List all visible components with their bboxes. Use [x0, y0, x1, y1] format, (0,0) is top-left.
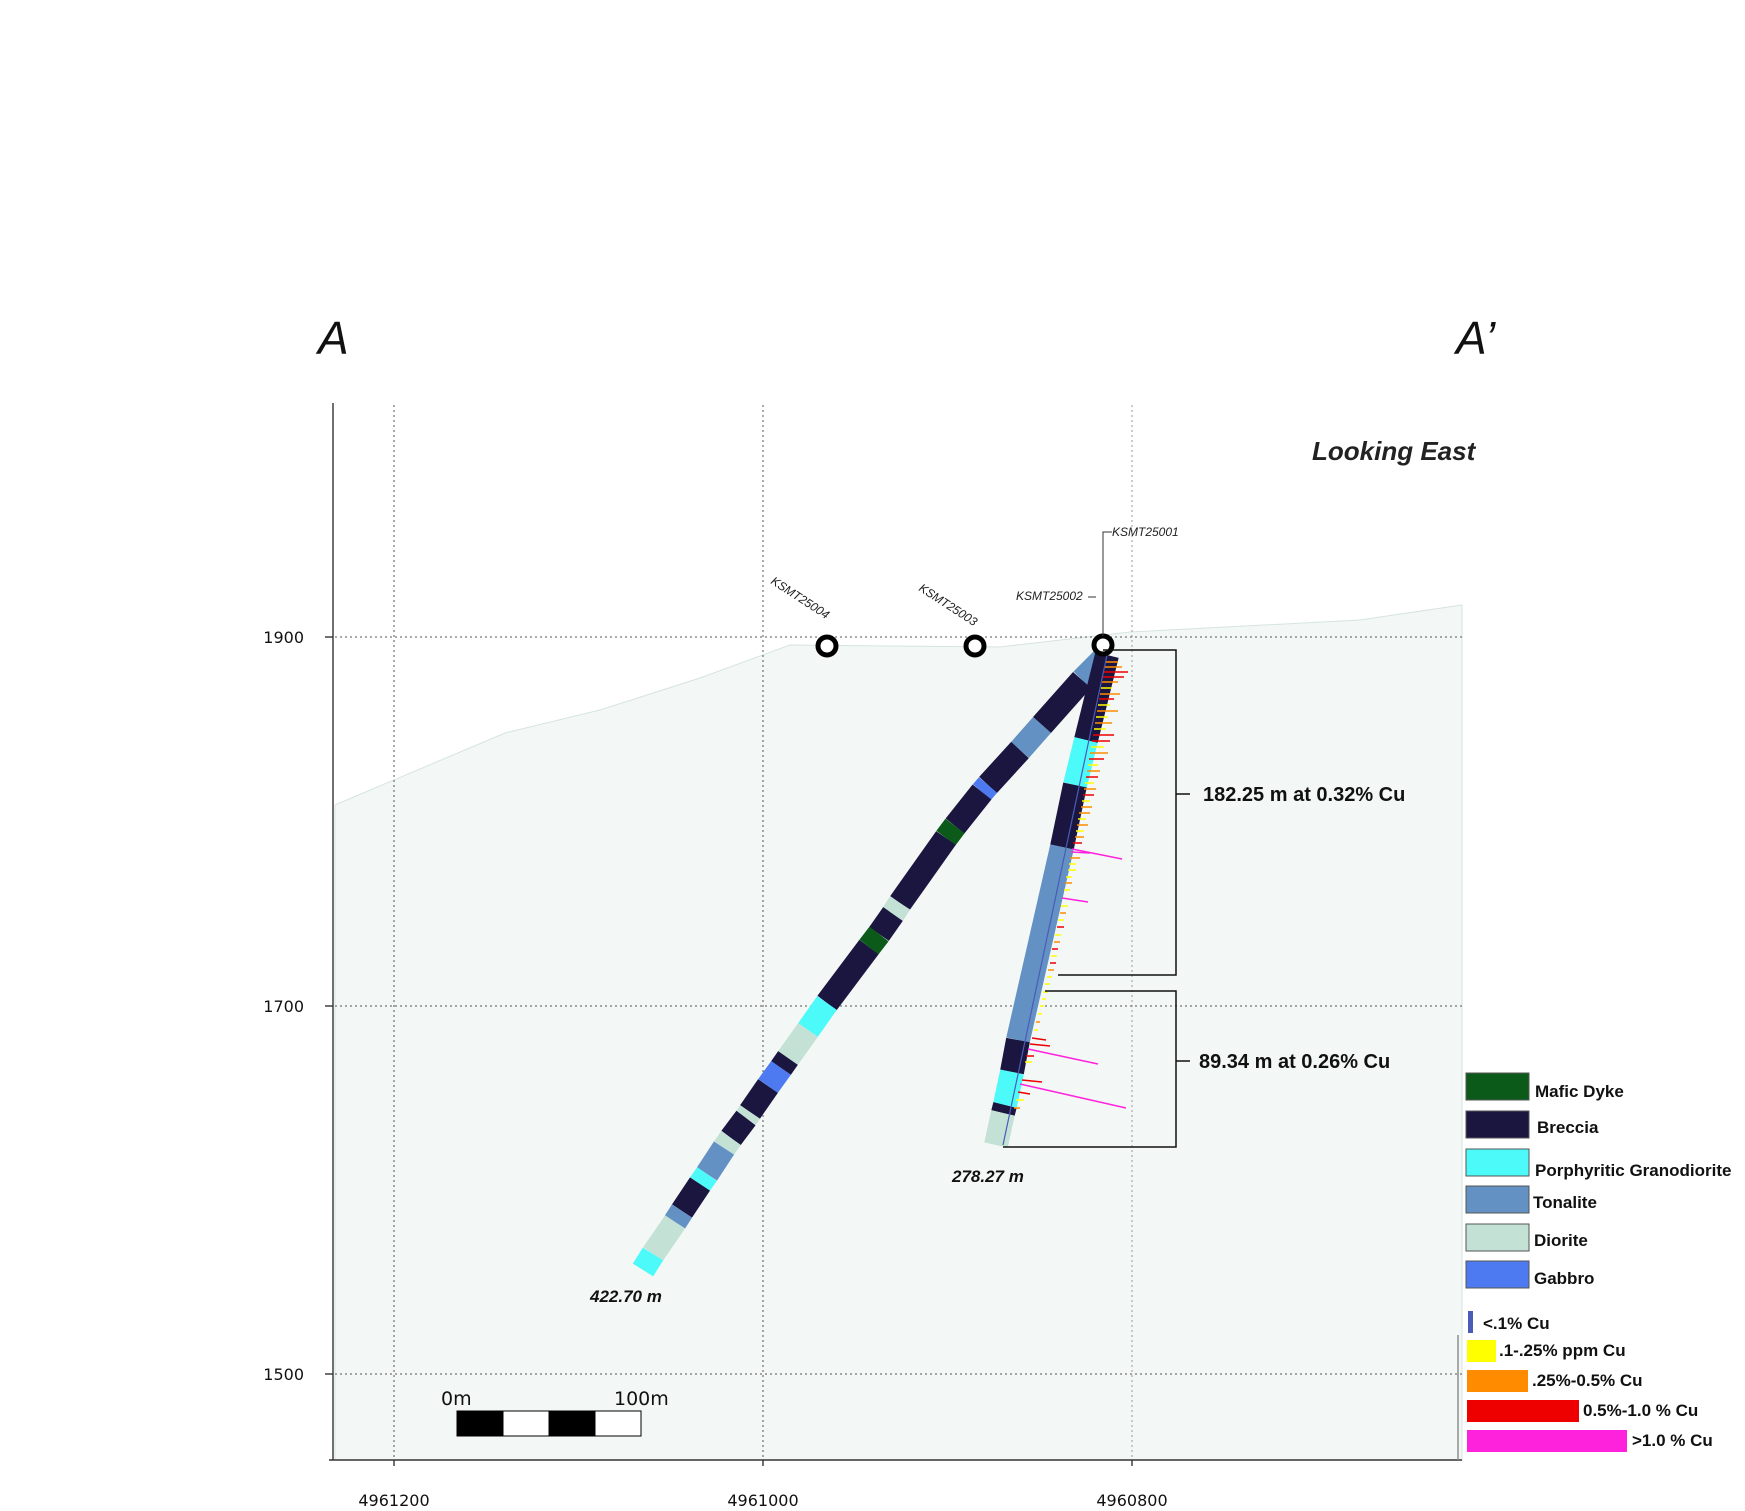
hole-label-leaders [1088, 531, 1112, 636]
cu-assay-histogram [1002, 654, 1128, 1146]
collar-ksmt25001 [1091, 633, 1115, 657]
legend-label: Tonalite [1533, 1193, 1597, 1212]
collar-ksmt25004 [815, 634, 839, 658]
terrain-area [334, 604, 1463, 1461]
x-tick-label: 4961200 [358, 1491, 429, 1510]
scale-bar: 0m 100m [441, 1388, 669, 1437]
interval-brackets [1003, 649, 1190, 1148]
view-direction-label: Looking East [1312, 436, 1477, 466]
scale-bar-start: 0m [441, 1388, 472, 1410]
legend-copper: <.1% Cu .1-.25% ppm Cu .25%-0.5% Cu 0.5%… [1467, 1311, 1713, 1452]
y-tick-label: 1700 [263, 997, 304, 1016]
hole-label-ksmt25001: KSMT25001 [1112, 525, 1179, 539]
legend-label: 0.5%-1.0 % Cu [1583, 1401, 1698, 1420]
hole-label-ksmt25002: KSMT25002 [1016, 589, 1083, 603]
legend-label: Gabbro [1534, 1269, 1594, 1288]
grid-lines [335, 405, 1462, 1460]
legend-label: <.1% Cu [1483, 1314, 1550, 1333]
legend-swatch-cu-lt-0.1 [1468, 1311, 1473, 1333]
drill-trace-short [984, 652, 1119, 1148]
legend-swatch-porphyritic-granodiorite [1465, 1148, 1530, 1177]
legend-swatch-cu-0.25-0.5 [1467, 1370, 1528, 1392]
section-start-letter: A [315, 312, 349, 364]
legend-label: .25%-0.5% Cu [1532, 1371, 1643, 1390]
legend-swatch-diorite [1465, 1223, 1530, 1252]
legend-swatch-breccia [1465, 1110, 1530, 1139]
interval-label-upper: 182.25 m at 0.32% Cu [1203, 784, 1405, 806]
hole-label-ksmt25004: KSMT25004 [768, 574, 832, 622]
legend-label: .1-.25% ppm Cu [1499, 1341, 1626, 1360]
legend-swatch-cu-gt-1.0 [1467, 1430, 1627, 1452]
legend-label: Mafic Dyke [1535, 1082, 1624, 1101]
y-tick-label: 1900 [263, 628, 304, 647]
legend-swatch-tonalite [1465, 1185, 1530, 1214]
legend-label: Diorite [1534, 1231, 1588, 1250]
hole-label-ksmt25003: KSMT25003 [916, 581, 980, 629]
plot-frame [325, 403, 1462, 1466]
legend-swatch-mafic-dyke [1465, 1072, 1530, 1101]
legend-swatch-gabbro [1465, 1260, 1530, 1289]
x-tick-label: 4960800 [1096, 1491, 1167, 1510]
y-tick-label: 1500 [263, 1365, 304, 1384]
section-end-letter: A’ [1453, 312, 1496, 364]
legend-swatch-cu-0.5-1.0 [1467, 1400, 1579, 1422]
legend-label: Breccia [1537, 1118, 1599, 1137]
collar-ksmt25003 [963, 634, 987, 658]
interval-label-lower: 89.34 m at 0.26% Cu [1199, 1051, 1390, 1073]
legend-swatch-cu-0.1-0.25 [1467, 1340, 1496, 1362]
drill-trace-long [632, 646, 1116, 1277]
scale-bar-end: 100m [614, 1388, 669, 1410]
depth-label-long: 422.70 m [589, 1287, 662, 1306]
depth-label-short: 278.27 m [951, 1167, 1024, 1186]
x-tick-label: 4961000 [727, 1491, 798, 1510]
legend-lithology: Mafic Dyke Breccia Porphyritic Granodior… [1465, 1072, 1731, 1289]
legend-label: Porphyritic Granodiorite [1535, 1161, 1731, 1180]
legend-label: >1.0 % Cu [1632, 1431, 1713, 1450]
